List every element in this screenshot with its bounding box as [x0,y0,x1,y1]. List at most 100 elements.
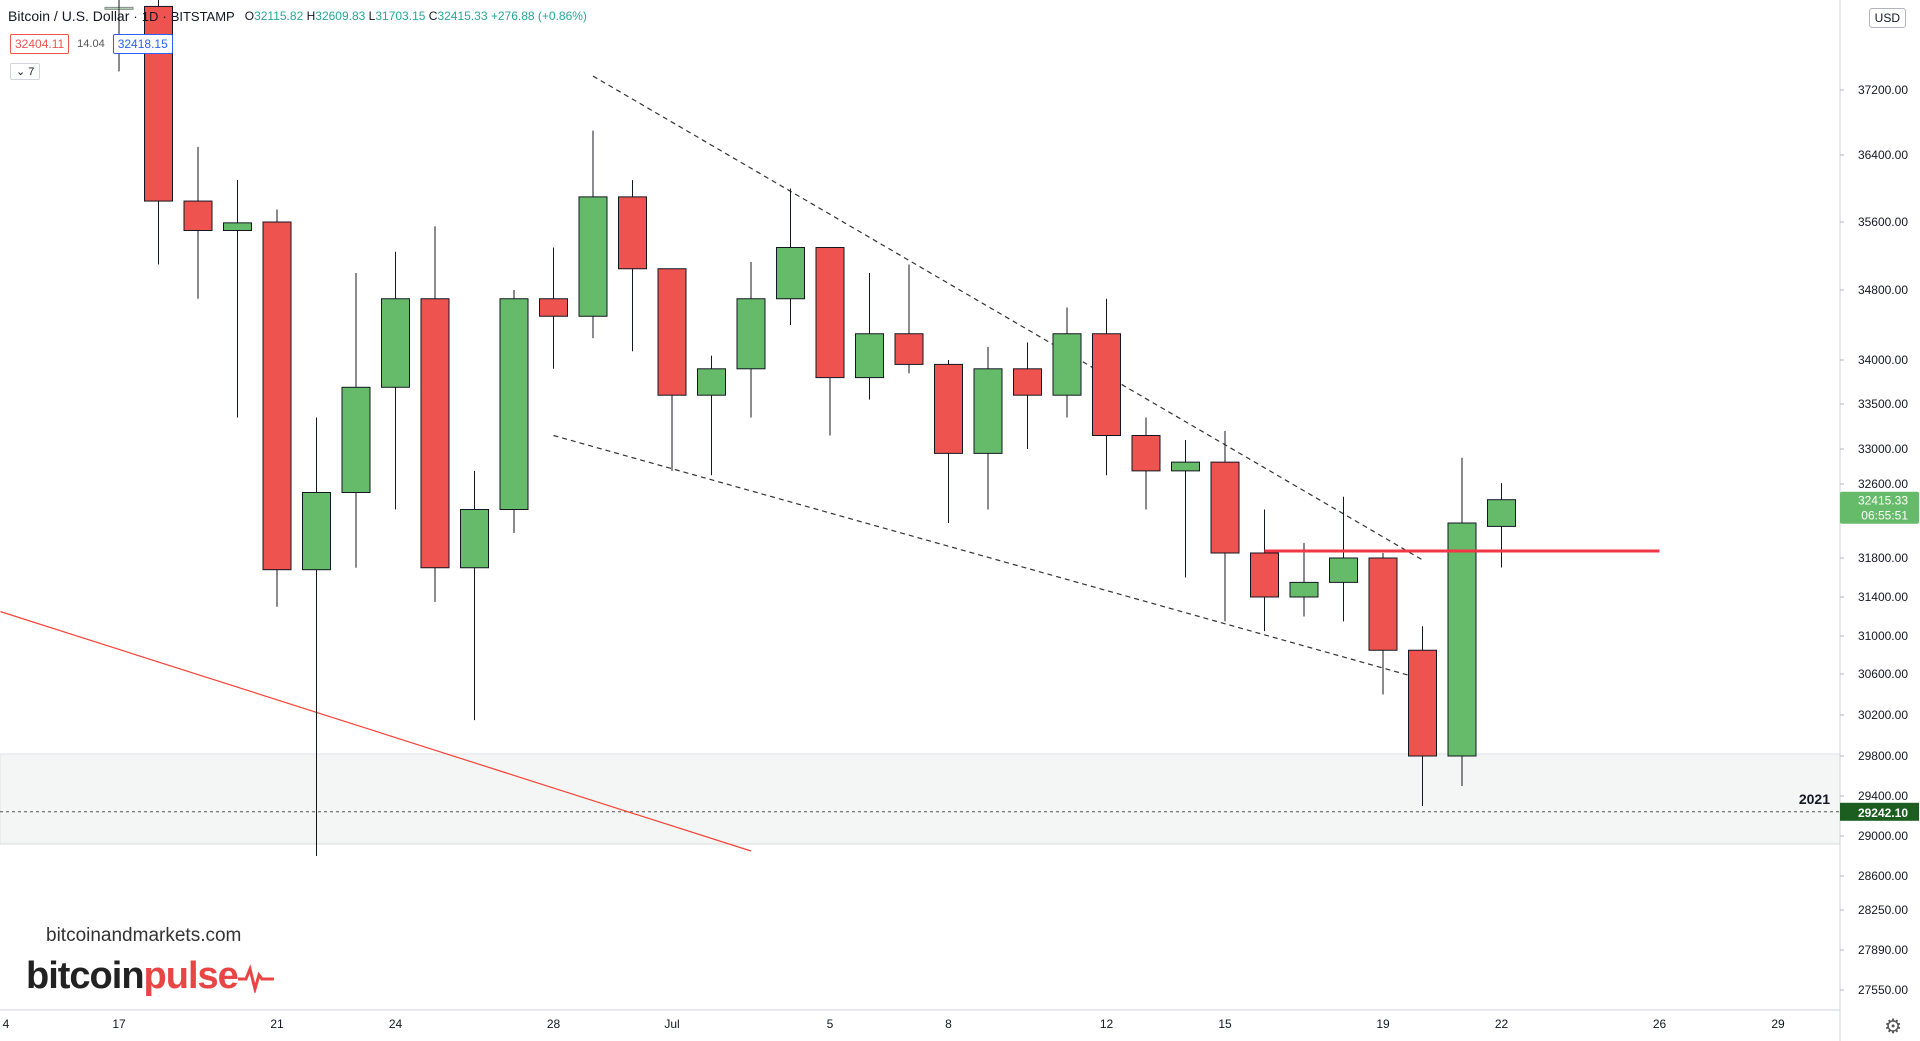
candle-body [1131,435,1161,472]
candle [302,417,331,856]
exchange-label: BITSTAMP [170,8,235,24]
candle [934,360,963,523]
candle [1052,307,1082,418]
x-tick-label: Jul [664,1017,679,1031]
y-tick-label: 31800.00 [1858,551,1908,565]
y-tick-label: 29800.00 [1858,749,1908,763]
symbol-name[interactable]: Bitcoin / U.S. Dollar [8,8,130,24]
buy-price-button[interactable]: 32418.15 [112,34,173,54]
x-tick-label: 8 [945,1017,952,1031]
quote-badges: 32404.11 14.04 32418.15 [10,34,173,54]
candle [855,273,884,400]
candles-group [104,0,1516,856]
candle [1487,483,1516,568]
chevron-down-icon: ⌄ [16,66,26,78]
x-tick-label: 22 [1495,1017,1509,1031]
candle [736,261,766,418]
candle-body [894,333,924,365]
support-price-label: 29242.10 [1858,806,1908,820]
candle [776,188,805,325]
candle [539,247,568,369]
currency-button[interactable]: USD [1868,8,1906,28]
candle-body [341,386,371,493]
candle-body [1487,499,1516,527]
candle-body [302,492,331,571]
candle-body [381,298,410,388]
candle [1447,457,1477,786]
chart-header: Bitcoin / U.S. Dollar · 1D · BITSTAMP O3… [8,8,587,24]
y-tick-label: 31400.00 [1858,590,1908,604]
candle-body [697,368,726,396]
x-tick-label: 12 [1100,1017,1114,1031]
candle [1171,440,1200,578]
y-tick-label: 30600.00 [1858,667,1908,681]
candle-body [1171,461,1200,472]
candle-body [1052,333,1082,396]
candle [420,226,450,602]
candle [1329,496,1358,622]
candle [815,247,845,436]
candle-body [1092,333,1121,436]
candle-body [1408,649,1437,757]
candle-body [262,221,292,571]
y-tick-label: 33500.00 [1858,397,1908,411]
watermark-site: bitcoinandmarkets.com [46,925,242,946]
countdown-label: 06:55:51 [1861,509,1908,523]
support-level-tag: 2021 [1799,791,1830,807]
ohlc-values: O32115.82 H32609.83 L31703.15 C32415.33 … [244,9,587,23]
indicators-toggle[interactable]: ⌄ 7 [10,63,41,80]
candle-body [1289,581,1319,598]
y-tick-label: 34800.00 [1858,283,1908,297]
candle [973,346,1003,510]
candle [1368,553,1398,695]
y-tick-label: 30200.00 [1858,708,1908,722]
watermark-logo: bitcoinpulse [26,955,274,998]
candle [341,273,371,568]
candle [183,146,213,299]
candle-body [104,6,134,10]
gear-icon[interactable]: ⚙ [1884,1016,1902,1038]
candle-body [183,200,213,231]
support-zone [0,753,1841,845]
candle [697,355,726,476]
x-tick-label: 21 [270,1017,284,1031]
y-tick-label: 32600.00 [1858,477,1908,491]
y-tick-label: 29400.00 [1858,789,1908,803]
candle [618,180,647,352]
candle [657,268,687,471]
x-tick-label: 4 [3,1017,10,1031]
y-tick-label: 34000.00 [1858,353,1908,367]
candle-body [855,333,884,379]
candle-body [934,363,963,454]
candle-body [1447,522,1477,757]
candle [499,290,529,533]
x-tick-label: 26 [1653,1017,1667,1031]
x-tick-label: 24 [389,1017,403,1031]
candle [1013,342,1042,449]
change-value: +276.88 (+0.86%) [490,9,587,23]
channel-upper-line [592,75,1423,561]
candle-body [1013,368,1042,396]
support-price-tag [1840,802,1919,821]
interval-label[interactable]: 1D [141,8,159,24]
sell-price-button[interactable]: 32404.11 [10,34,70,54]
candle-body [1329,557,1358,583]
candle [460,470,489,721]
last-price-label: 32415.33 [1858,494,1908,508]
y-tick-label: 28250.00 [1858,903,1908,917]
candle-body [657,268,687,396]
candle-body [776,247,805,300]
x-tick-label: 28 [547,1017,561,1031]
y-tick-label: 35600.00 [1858,215,1908,229]
candle [1210,431,1240,622]
y-tick-label: 28600.00 [1858,869,1908,883]
candle-body [736,298,766,370]
candle-body [499,298,529,510]
candle-body [223,222,252,232]
x-tick-label: 5 [827,1017,834,1031]
channel-lower-line [553,434,1423,680]
y-tick-label: 27890.00 [1858,943,1908,957]
last-price-tag [1840,491,1919,524]
x-tick-label: 29 [1771,1017,1785,1031]
